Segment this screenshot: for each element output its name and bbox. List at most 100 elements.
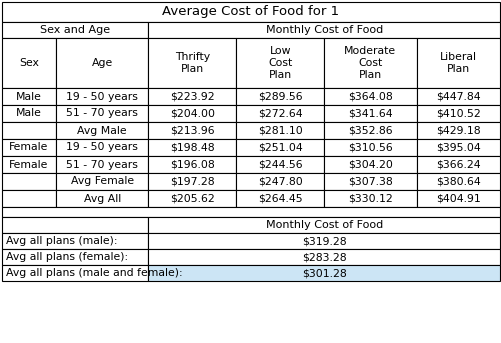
Text: $223.92: $223.92: [170, 92, 214, 102]
Bar: [236, 173, 324, 190]
Text: $301.28: $301.28: [301, 268, 346, 278]
Text: $197.28: $197.28: [170, 177, 214, 187]
Text: $244.56: $244.56: [258, 159, 302, 169]
Text: Age: Age: [92, 58, 113, 68]
Text: Male: Male: [16, 92, 42, 102]
Bar: [2, 38, 56, 88]
Bar: [416, 139, 499, 156]
Text: Average Cost of Food for 1: Average Cost of Food for 1: [162, 5, 339, 19]
Bar: [56, 173, 148, 190]
Text: $213.96: $213.96: [170, 126, 214, 135]
Bar: [148, 190, 236, 207]
Text: $307.38: $307.38: [347, 177, 392, 187]
Bar: [148, 139, 236, 156]
Text: $289.56: $289.56: [258, 92, 302, 102]
Text: $429.18: $429.18: [435, 126, 479, 135]
Text: Avg all plans (male and female):: Avg all plans (male and female):: [6, 268, 182, 278]
Bar: [236, 190, 324, 207]
Bar: [324, 88, 416, 105]
Text: Female: Female: [10, 142, 49, 153]
Text: Moderate
Cost
Plan: Moderate Cost Plan: [344, 46, 396, 80]
Bar: [148, 38, 236, 88]
Bar: [416, 156, 499, 173]
Bar: [148, 233, 499, 249]
Bar: [56, 105, 148, 122]
Bar: [416, 105, 499, 122]
Bar: [148, 122, 236, 139]
Text: $366.24: $366.24: [435, 159, 479, 169]
Text: Male: Male: [16, 108, 42, 118]
Bar: [56, 139, 148, 156]
Text: $341.64: $341.64: [347, 108, 392, 118]
Text: $364.08: $364.08: [347, 92, 392, 102]
Text: $196.08: $196.08: [170, 159, 214, 169]
Text: Liberal
Plan: Liberal Plan: [439, 52, 476, 74]
Text: $404.91: $404.91: [435, 193, 480, 203]
Bar: [148, 265, 499, 281]
Bar: [236, 38, 324, 88]
Bar: [236, 156, 324, 173]
Text: $447.84: $447.84: [435, 92, 479, 102]
Bar: [324, 156, 416, 173]
Bar: [56, 190, 148, 207]
Text: $310.56: $310.56: [347, 142, 392, 153]
Bar: [416, 38, 499, 88]
Bar: [56, 122, 148, 139]
Text: Monthly Cost of Food: Monthly Cost of Food: [265, 25, 382, 35]
Bar: [56, 156, 148, 173]
Text: Avg Male: Avg Male: [77, 126, 127, 135]
Bar: [416, 190, 499, 207]
Bar: [2, 22, 148, 38]
Text: $251.04: $251.04: [258, 142, 302, 153]
Text: 51 - 70 years: 51 - 70 years: [66, 108, 138, 118]
Text: $204.00: $204.00: [169, 108, 214, 118]
Text: Avg All: Avg All: [84, 193, 121, 203]
Bar: [2, 233, 148, 249]
Bar: [416, 88, 499, 105]
Text: $319.28: $319.28: [301, 236, 346, 246]
Text: $205.62: $205.62: [170, 193, 214, 203]
Text: $380.64: $380.64: [435, 177, 480, 187]
Bar: [324, 190, 416, 207]
Bar: [2, 207, 499, 217]
Text: $395.04: $395.04: [435, 142, 480, 153]
Bar: [148, 156, 236, 173]
Bar: [416, 173, 499, 190]
Bar: [324, 122, 416, 139]
Text: Avg all plans (male):: Avg all plans (male):: [6, 236, 117, 246]
Text: Avg Female: Avg Female: [71, 177, 134, 187]
Bar: [2, 249, 148, 265]
Bar: [2, 156, 56, 173]
Bar: [324, 38, 416, 88]
Bar: [2, 105, 56, 122]
Bar: [56, 38, 148, 88]
Bar: [416, 122, 499, 139]
Bar: [236, 105, 324, 122]
Text: $272.64: $272.64: [258, 108, 302, 118]
Bar: [148, 105, 236, 122]
Text: $283.28: $283.28: [301, 252, 346, 262]
Bar: [2, 217, 148, 233]
Text: 19 - 50 years: 19 - 50 years: [66, 92, 138, 102]
Bar: [2, 122, 56, 139]
Bar: [148, 22, 499, 38]
Text: $304.20: $304.20: [347, 159, 392, 169]
Text: 19 - 50 years: 19 - 50 years: [66, 142, 138, 153]
Bar: [324, 173, 416, 190]
Text: 51 - 70 years: 51 - 70 years: [66, 159, 138, 169]
Bar: [2, 173, 56, 190]
Bar: [148, 88, 236, 105]
Bar: [148, 217, 499, 233]
Bar: [324, 139, 416, 156]
Text: $352.86: $352.86: [347, 126, 392, 135]
Text: $247.80: $247.80: [258, 177, 302, 187]
Text: $198.48: $198.48: [170, 142, 214, 153]
Text: $410.52: $410.52: [435, 108, 480, 118]
Bar: [148, 249, 499, 265]
Text: Low
Cost
Plan: Low Cost Plan: [268, 46, 292, 80]
Text: Avg all plans (female):: Avg all plans (female):: [6, 252, 128, 262]
Bar: [2, 265, 148, 281]
Bar: [236, 139, 324, 156]
Bar: [2, 139, 56, 156]
Text: $330.12: $330.12: [347, 193, 392, 203]
